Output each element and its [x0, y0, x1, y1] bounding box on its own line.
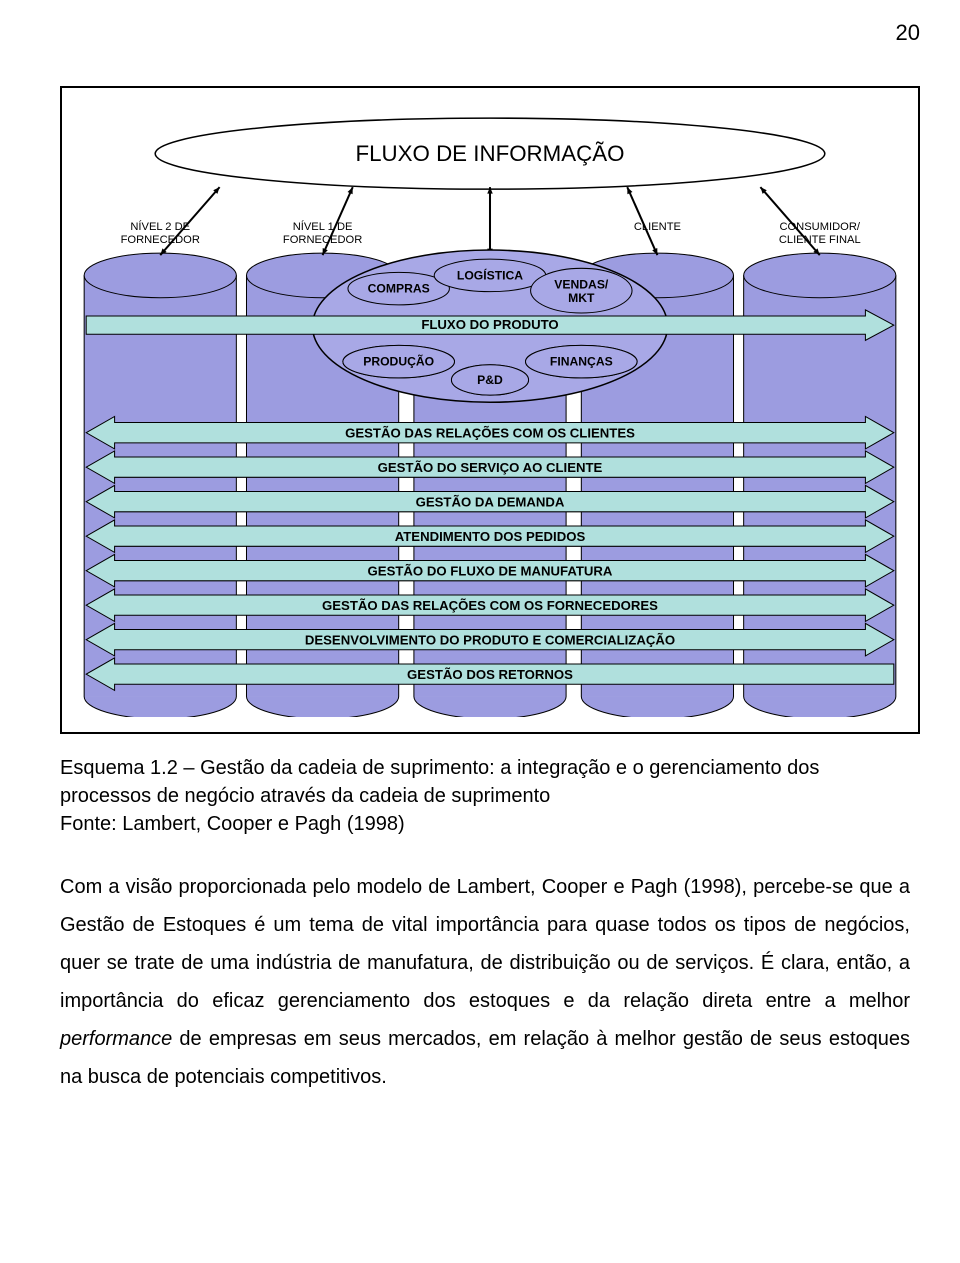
- svg-text:GESTÃO DA DEMANDA: GESTÃO DA DEMANDA: [416, 495, 565, 510]
- svg-text:NÍVEL 1 DE: NÍVEL 1 DE: [293, 220, 353, 233]
- svg-text:GESTÃO DO SERVIÇO AO CLIENTE: GESTÃO DO SERVIÇO AO CLIENTE: [378, 460, 603, 475]
- diagram-svg: FLUXO DE INFORMAÇÃOCOMPRASLOGÍSTICAVENDA…: [74, 108, 906, 717]
- diagram-container: FLUXO DE INFORMAÇÃOCOMPRASLOGÍSTICAVENDA…: [60, 86, 920, 734]
- svg-text:CONSUMIDOR/: CONSUMIDOR/: [779, 221, 860, 233]
- svg-text:NÍVEL 2 DE: NÍVEL 2 DE: [130, 220, 190, 233]
- page-number: 20: [0, 0, 960, 56]
- svg-text:GESTÃO DO FLUXO DE MANUFATURA: GESTÃO DO FLUXO DE MANUFATURA: [368, 564, 613, 579]
- svg-text:FORNECEDOR: FORNECEDOR: [121, 234, 200, 246]
- svg-text:COMPRAS: COMPRAS: [368, 282, 430, 296]
- svg-text:FORNECEDOR: FORNECEDOR: [283, 234, 362, 246]
- figure-caption: Esquema 1.2 – Gestão da cadeia de suprim…: [60, 754, 920, 838]
- svg-text:CLIENTE: CLIENTE: [634, 221, 681, 233]
- svg-text:GESTÃO DAS RELAÇÕES COM OS CLI: GESTÃO DAS RELAÇÕES COM OS CLIENTES: [345, 426, 635, 441]
- svg-text:P&D: P&D: [477, 373, 503, 387]
- svg-text:FINANÇAS: FINANÇAS: [550, 355, 613, 369]
- svg-text:DESENVOLVIMENTO DO PRODUTO E C: DESENVOLVIMENTO DO PRODUTO E COMERCIALIZ…: [305, 633, 675, 648]
- caption-line: processos de negócio através da cadeia d…: [60, 782, 920, 810]
- caption-line: Fonte: Lambert, Cooper e Pagh (1998): [60, 810, 920, 838]
- svg-text:PRODUÇÃO: PRODUÇÃO: [363, 354, 434, 369]
- svg-text:LOGÍSTICA: LOGÍSTICA: [457, 267, 523, 282]
- svg-text:FLUXO DO PRODUTO: FLUXO DO PRODUTO: [421, 317, 558, 332]
- svg-text:CLIENTE FINAL: CLIENTE FINAL: [779, 234, 861, 246]
- body-paragraph: Com a visão proporcionada pelo modelo de…: [60, 868, 910, 1096]
- svg-text:FLUXO DE INFORMAÇÃO: FLUXO DE INFORMAÇÃO: [355, 141, 624, 166]
- svg-text:GESTÃO DOS RETORNOS: GESTÃO DOS RETORNOS: [407, 667, 573, 682]
- caption-line: Esquema 1.2 – Gestão da cadeia de suprim…: [60, 754, 920, 782]
- svg-text:GESTÃO DAS RELAÇÕES COM OS FOR: GESTÃO DAS RELAÇÕES COM OS FORNECEDORES: [322, 598, 658, 613]
- svg-text:ATENDIMENTO DOS PEDIDOS: ATENDIMENTO DOS PEDIDOS: [395, 529, 586, 544]
